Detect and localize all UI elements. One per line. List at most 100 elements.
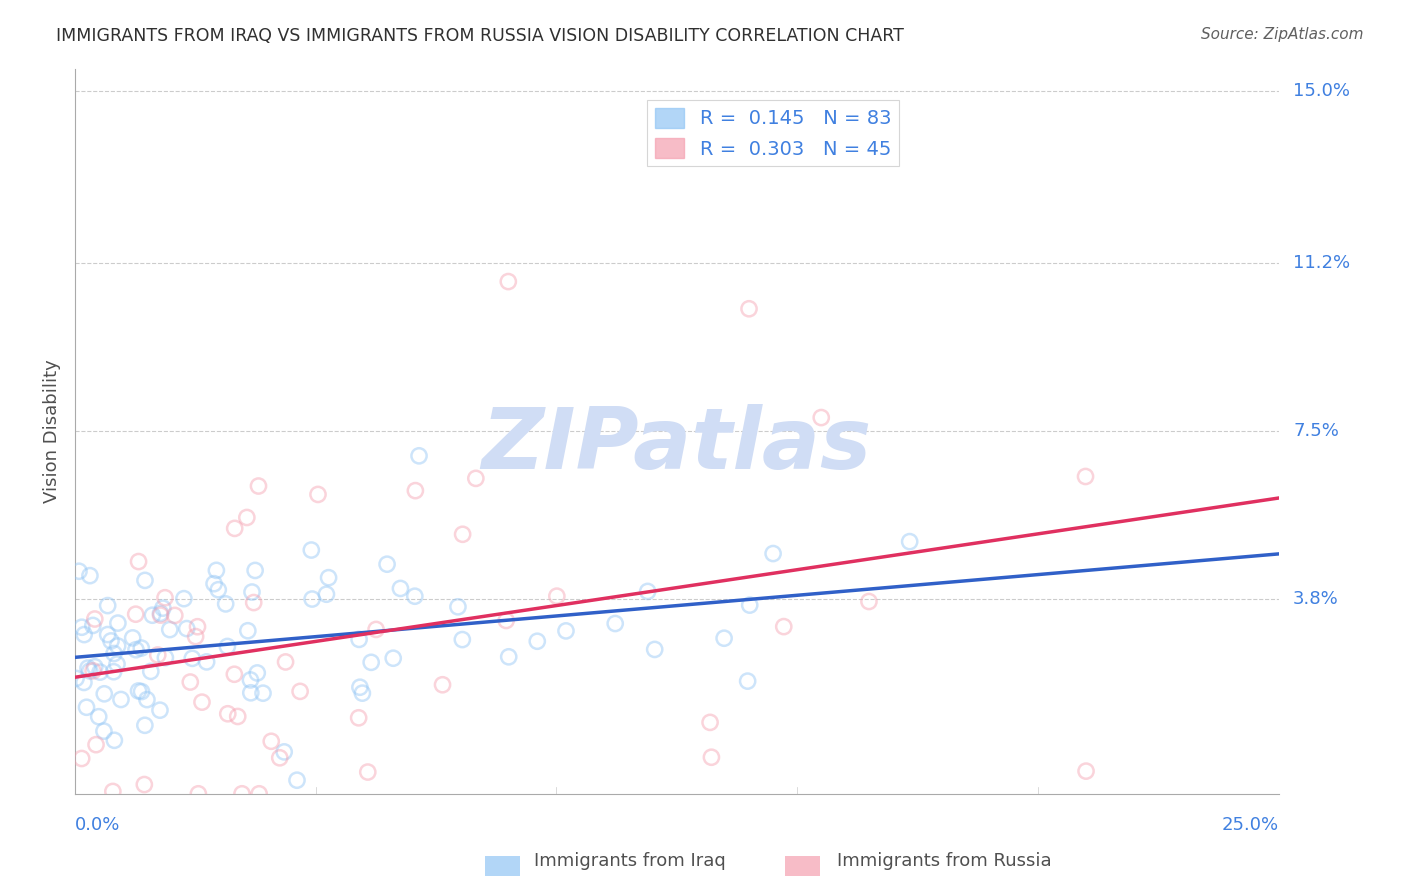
Point [898,534,921,549]
Point [215,597,238,611]
Point [288,684,311,698]
Point [364,623,387,637]
Point [128,555,150,569]
Point [153,591,176,605]
Point [103,665,125,679]
Point [87,709,110,723]
Point [65,672,87,686]
Point [236,510,259,524]
Point [700,750,723,764]
Legend: R =  0.145   N = 83, R =  0.303   N = 45: R = 0.145 N = 83, R = 0.303 N = 45 [647,100,898,166]
Point [301,592,323,607]
Point [73,627,96,641]
Point [772,619,794,633]
Point [247,787,270,801]
Point [83,612,105,626]
Text: Source: ZipAtlas.com: Source: ZipAtlas.com [1201,27,1364,42]
Point [347,711,370,725]
Point [84,738,107,752]
Text: ZIPatlas: ZIPatlas [482,404,872,487]
Point [318,571,340,585]
Point [357,765,380,780]
Point [125,642,148,657]
Point [375,558,398,572]
Point [239,673,262,687]
Point [236,624,259,638]
Point [149,607,172,621]
Point [464,471,486,485]
Point [121,631,143,645]
Point [269,751,291,765]
Point [239,686,262,700]
Point [125,607,148,622]
Point [70,620,93,634]
Point [141,608,163,623]
Point [240,585,263,599]
Point [179,675,201,690]
Point [349,680,371,694]
Text: 7.5%: 7.5% [1294,422,1339,440]
Point [83,660,105,674]
Point [181,651,204,665]
Point [73,675,96,690]
Point [191,695,214,709]
Point [129,641,152,656]
Point [555,624,578,638]
Point [404,483,426,498]
Point [134,778,156,792]
Point [389,582,412,596]
Point [139,665,162,679]
Point [110,692,132,706]
Point [451,527,474,541]
Point [136,692,159,706]
Text: 15.0%: 15.0% [1294,82,1350,100]
Point [205,563,228,577]
Point [76,700,98,714]
Point [184,630,207,644]
Point [243,564,266,578]
Point [307,487,329,501]
Point [498,275,520,289]
Point [273,745,295,759]
Point [163,608,186,623]
Point [408,449,430,463]
Point [107,639,129,653]
Point [252,686,274,700]
Point [699,715,721,730]
Point [77,661,100,675]
Text: 25.0%: 25.0% [1222,815,1278,833]
Point [146,648,169,662]
Point [176,622,198,636]
Y-axis label: Vision Disability: Vision Disability [44,359,60,503]
Point [858,594,880,608]
Point [274,655,297,669]
Text: 0.0%: 0.0% [75,815,121,833]
Point [97,599,120,613]
Point [67,564,90,578]
Point [260,734,283,748]
Point [134,574,156,588]
Point [79,568,101,582]
Point [526,634,548,648]
Point [224,521,246,535]
Text: 3.8%: 3.8% [1294,590,1339,607]
Point [762,547,785,561]
Point [451,632,474,647]
Point [382,651,405,665]
Point [70,751,93,765]
Point [247,479,270,493]
Text: Immigrants from Russia: Immigrants from Russia [837,852,1052,870]
Point [103,647,125,661]
Point [217,640,239,654]
Point [131,684,153,698]
Point [644,642,666,657]
Point [713,631,735,645]
Point [224,667,246,681]
Point [186,620,208,634]
Point [315,587,337,601]
Point [134,718,156,732]
Point [447,599,470,614]
Point [299,543,322,558]
Text: 11.2%: 11.2% [1294,254,1350,272]
Point [737,674,759,689]
